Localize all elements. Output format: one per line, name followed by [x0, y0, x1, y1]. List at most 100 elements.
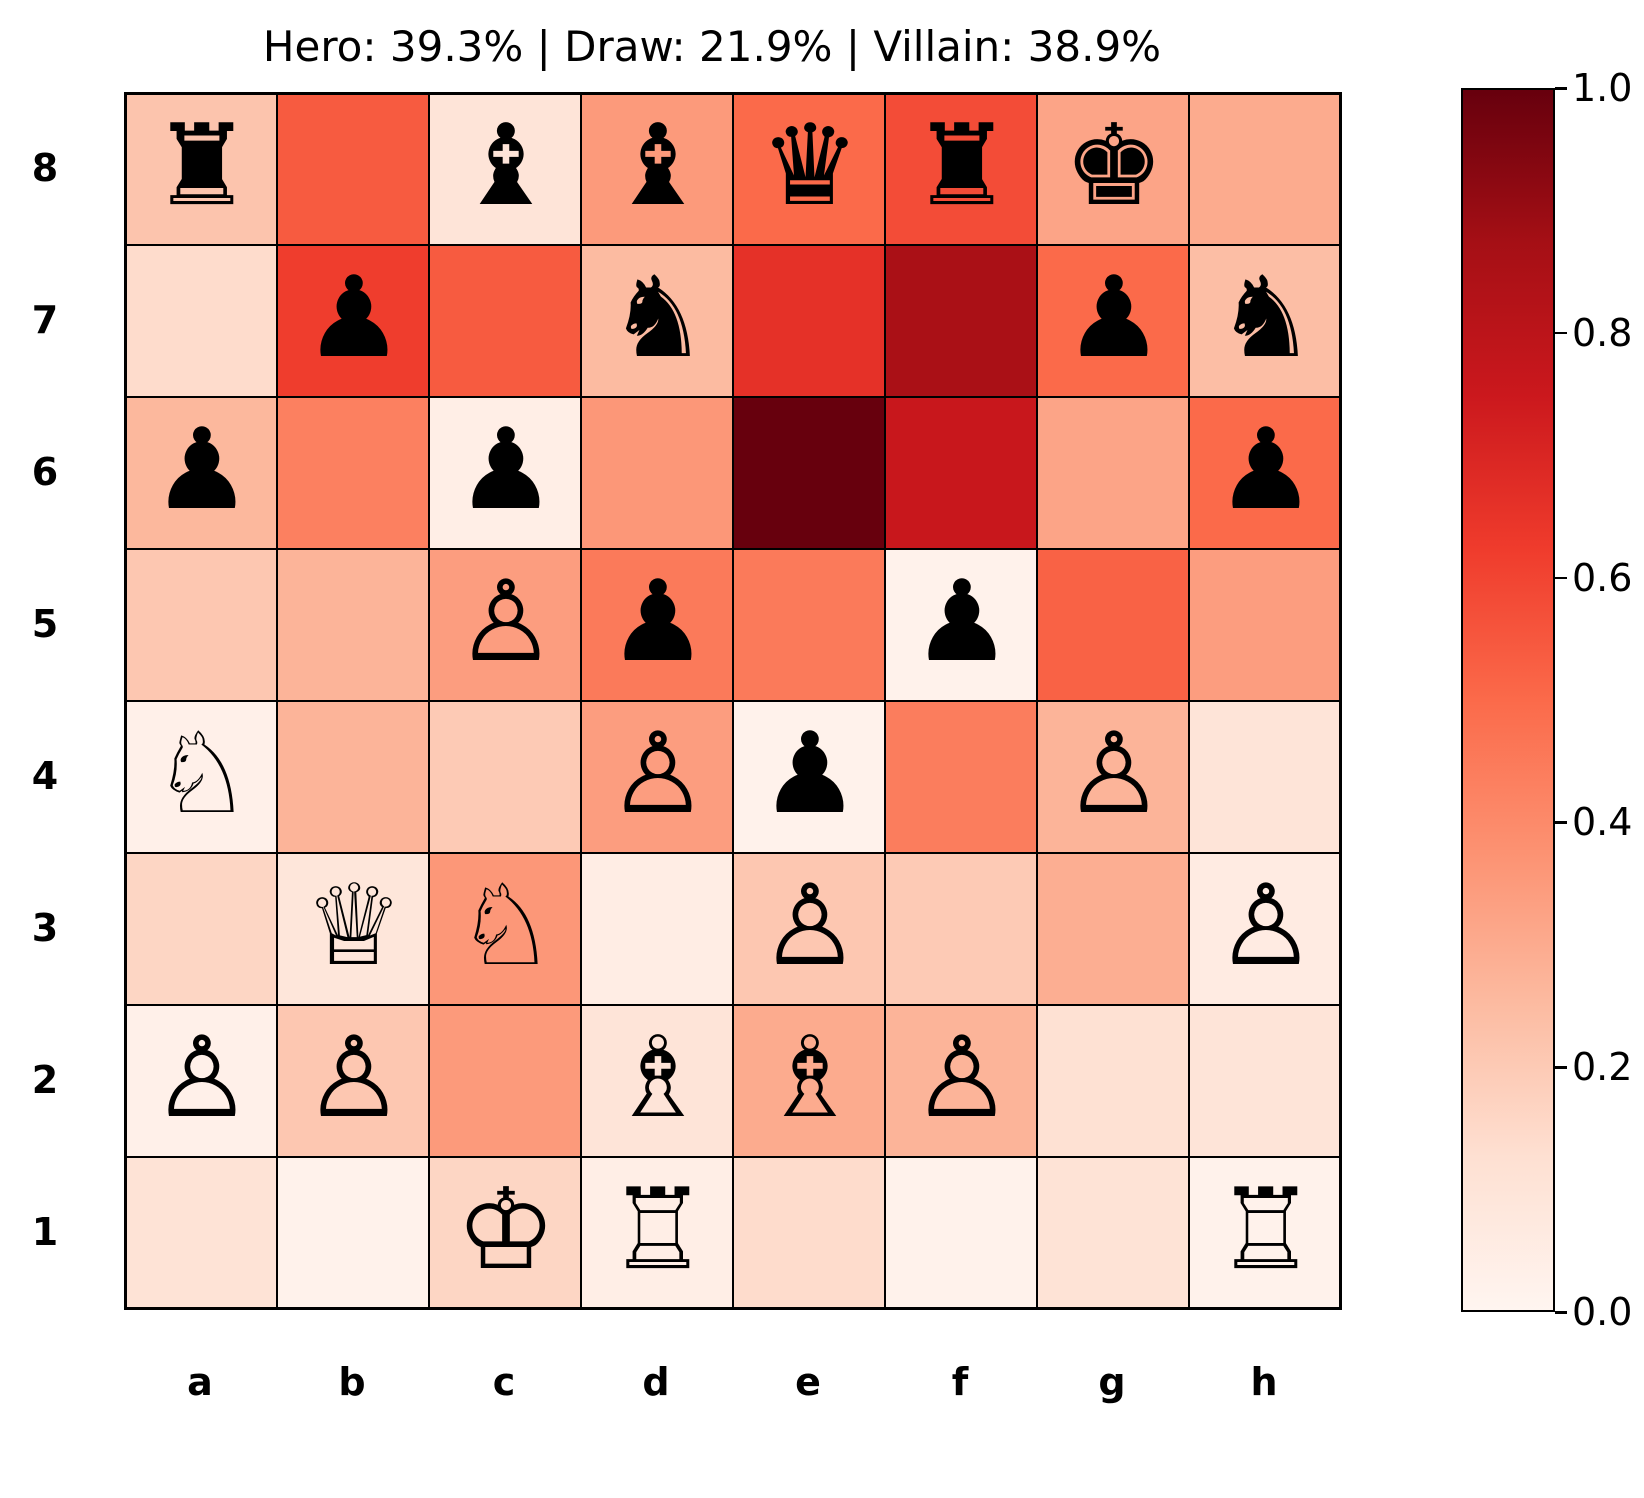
square-g3[interactable] [1036, 852, 1190, 1006]
black-pawn-icon[interactable]: ♟ [151, 405, 253, 535]
white-queen-icon[interactable]: ♕ [303, 861, 405, 991]
square-a4[interactable]: ♘ [124, 700, 278, 854]
square-e1[interactable] [732, 1156, 886, 1310]
square-f1[interactable] [884, 1156, 1038, 1310]
white-pawn-icon[interactable]: ♙ [455, 557, 557, 687]
square-b7[interactable]: ♟ [276, 244, 430, 398]
square-d3[interactable] [580, 852, 734, 1006]
black-pawn-icon[interactable]: ♟ [607, 557, 709, 687]
square-e8[interactable]: ♛ [732, 92, 886, 246]
square-b5[interactable] [276, 548, 430, 702]
square-e2[interactable]: ♗ [732, 1004, 886, 1158]
square-g4[interactable]: ♙ [1036, 700, 1190, 854]
square-c8[interactable]: ♝ [428, 92, 582, 246]
square-d5[interactable]: ♟ [580, 548, 734, 702]
square-h4[interactable] [1188, 700, 1342, 854]
square-g8[interactable]: ♚ [1036, 92, 1190, 246]
black-rook-icon[interactable]: ♜ [911, 101, 1013, 231]
square-e5[interactable] [732, 548, 886, 702]
square-h2[interactable] [1188, 1004, 1342, 1158]
square-e3[interactable]: ♙ [732, 852, 886, 1006]
square-b4[interactable] [276, 700, 430, 854]
square-h3[interactable]: ♙ [1188, 852, 1342, 1006]
white-knight-icon[interactable]: ♘ [151, 709, 253, 839]
black-rook-icon[interactable]: ♜ [151, 101, 253, 231]
black-pawn-icon[interactable]: ♟ [911, 557, 1013, 687]
square-f5[interactable]: ♟ [884, 548, 1038, 702]
square-h5[interactable] [1188, 548, 1342, 702]
square-b8[interactable] [276, 92, 430, 246]
black-pawn-icon[interactable]: ♟ [455, 405, 557, 535]
square-a6[interactable]: ♟ [124, 396, 278, 550]
square-c2[interactable] [428, 1004, 582, 1158]
square-f7[interactable] [884, 244, 1038, 398]
black-king-icon[interactable]: ♚ [1063, 101, 1165, 231]
square-b1[interactable] [276, 1156, 430, 1310]
white-pawn-icon[interactable]: ♙ [303, 1013, 405, 1143]
square-c3[interactable]: ♘ [428, 852, 582, 1006]
square-g7[interactable]: ♟ [1036, 244, 1190, 398]
square-c1[interactable]: ♔ [428, 1156, 582, 1310]
square-h8[interactable] [1188, 92, 1342, 246]
colorbar-tick-label: 1.0 [1572, 66, 1633, 110]
black-knight-icon[interactable]: ♞ [607, 253, 709, 383]
square-b6[interactable] [276, 396, 430, 550]
black-pawn-icon[interactable]: ♟ [1215, 405, 1317, 535]
square-d7[interactable]: ♞ [580, 244, 734, 398]
white-pawn-icon[interactable]: ♙ [151, 1013, 253, 1143]
square-e4[interactable]: ♟ [732, 700, 886, 854]
white-king-icon[interactable]: ♔ [455, 1165, 557, 1295]
square-a2[interactable]: ♙ [124, 1004, 278, 1158]
black-pawn-icon[interactable]: ♟ [303, 253, 405, 383]
black-queen-icon[interactable]: ♛ [759, 101, 861, 231]
square-d1[interactable]: ♖ [580, 1156, 734, 1310]
square-f2[interactable]: ♙ [884, 1004, 1038, 1158]
square-a7[interactable] [124, 244, 278, 398]
square-e6[interactable] [732, 396, 886, 550]
square-g5[interactable] [1036, 548, 1190, 702]
white-pawn-icon[interactable]: ♙ [1215, 861, 1317, 991]
black-bishop-icon[interactable]: ♝ [455, 101, 557, 231]
square-a1[interactable] [124, 1156, 278, 1310]
square-f3[interactable] [884, 852, 1038, 1006]
black-knight-icon[interactable]: ♞ [1215, 253, 1317, 383]
square-d4[interactable]: ♙ [580, 700, 734, 854]
square-h1[interactable]: ♖ [1188, 1156, 1342, 1310]
square-h7[interactable]: ♞ [1188, 244, 1342, 398]
square-c5[interactable]: ♙ [428, 548, 582, 702]
square-g2[interactable] [1036, 1004, 1190, 1158]
square-d8[interactable]: ♝ [580, 92, 734, 246]
square-f6[interactable] [884, 396, 1038, 550]
square-d2[interactable]: ♗ [580, 1004, 734, 1158]
square-b2[interactable]: ♙ [276, 1004, 430, 1158]
white-pawn-icon[interactable]: ♙ [911, 1013, 1013, 1143]
white-pawn-icon[interactable]: ♙ [1063, 709, 1165, 839]
black-bishop-icon[interactable]: ♝ [607, 101, 709, 231]
square-a5[interactable] [124, 548, 278, 702]
white-knight-icon[interactable]: ♘ [455, 861, 557, 991]
square-a8[interactable]: ♜ [124, 92, 278, 246]
white-pawn-icon[interactable]: ♙ [607, 709, 709, 839]
square-b3[interactable]: ♕ [276, 852, 430, 1006]
white-pawn-icon[interactable]: ♙ [759, 861, 861, 991]
white-bishop-icon[interactable]: ♗ [607, 1013, 709, 1143]
square-f4[interactable] [884, 700, 1038, 854]
square-c6[interactable]: ♟ [428, 396, 582, 550]
rank-label-7: 7 [31, 298, 59, 342]
square-a3[interactable] [124, 852, 278, 1006]
square-g6[interactable] [1036, 396, 1190, 550]
black-pawn-icon[interactable]: ♟ [1063, 253, 1165, 383]
colorbar [1461, 88, 1555, 1312]
square-h6[interactable]: ♟ [1188, 396, 1342, 550]
square-d6[interactable] [580, 396, 734, 550]
black-pawn-icon[interactable]: ♟ [759, 709, 861, 839]
square-c4[interactable] [428, 700, 582, 854]
square-f8[interactable]: ♜ [884, 92, 1038, 246]
square-e7[interactable] [732, 244, 886, 398]
white-rook-icon[interactable]: ♖ [1215, 1165, 1317, 1295]
white-bishop-icon[interactable]: ♗ [759, 1013, 861, 1143]
square-c7[interactable] [428, 244, 582, 398]
square-g1[interactable] [1036, 1156, 1190, 1310]
white-rook-icon[interactable]: ♖ [607, 1165, 709, 1295]
chess-board[interactable]: ♜ ♝ ♝ ♛ ♜ ♚ ♟ ♞ ♟ ♞ ♟ ♟ ♟ ♙ ♟ ♟ ♘ ♙ ♟ ♙ ♕ ♘ ♙ ♙ ♙ ♙ ♗ ♗ ♙ ♔ ♖ ♖ [124, 92, 1342, 1310]
